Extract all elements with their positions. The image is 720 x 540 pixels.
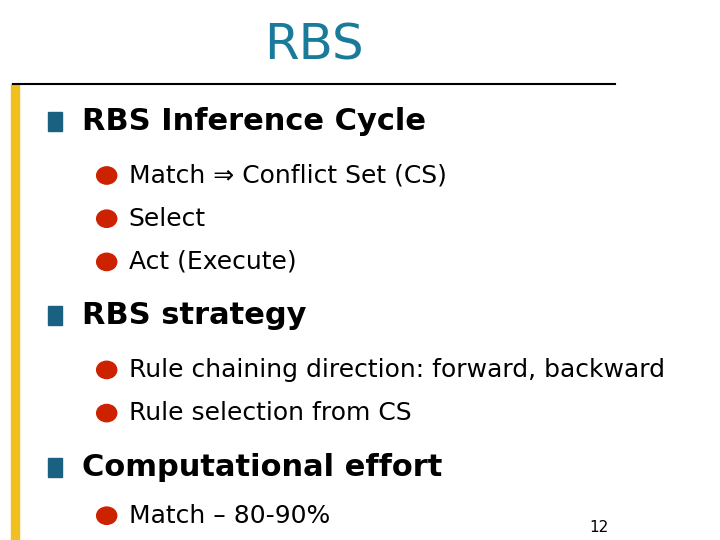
Text: Computational effort: Computational effort: [81, 453, 442, 482]
Text: Select: Select: [129, 207, 206, 231]
Circle shape: [96, 210, 117, 227]
Text: RBS Inference Cycle: RBS Inference Cycle: [81, 107, 426, 136]
Bar: [12, 84, 19, 540]
Text: Rule selection from CS: Rule selection from CS: [129, 401, 411, 425]
Text: Rule chaining direction: forward, backward: Rule chaining direction: forward, backwa…: [129, 358, 665, 382]
Bar: [48, 307, 62, 325]
Circle shape: [96, 404, 117, 422]
Circle shape: [96, 253, 117, 271]
Text: Match ⇒ Conflict Set (CS): Match ⇒ Conflict Set (CS): [129, 164, 446, 187]
Text: 12: 12: [590, 519, 609, 535]
Text: RBS: RBS: [264, 22, 364, 70]
Bar: [48, 457, 62, 476]
Circle shape: [96, 361, 117, 379]
Text: Match – 80-90%: Match – 80-90%: [129, 504, 330, 528]
Text: RBS strategy: RBS strategy: [81, 301, 306, 330]
Circle shape: [96, 507, 117, 524]
Circle shape: [96, 167, 117, 184]
Bar: [48, 112, 62, 131]
Text: Act (Execute): Act (Execute): [129, 250, 297, 274]
